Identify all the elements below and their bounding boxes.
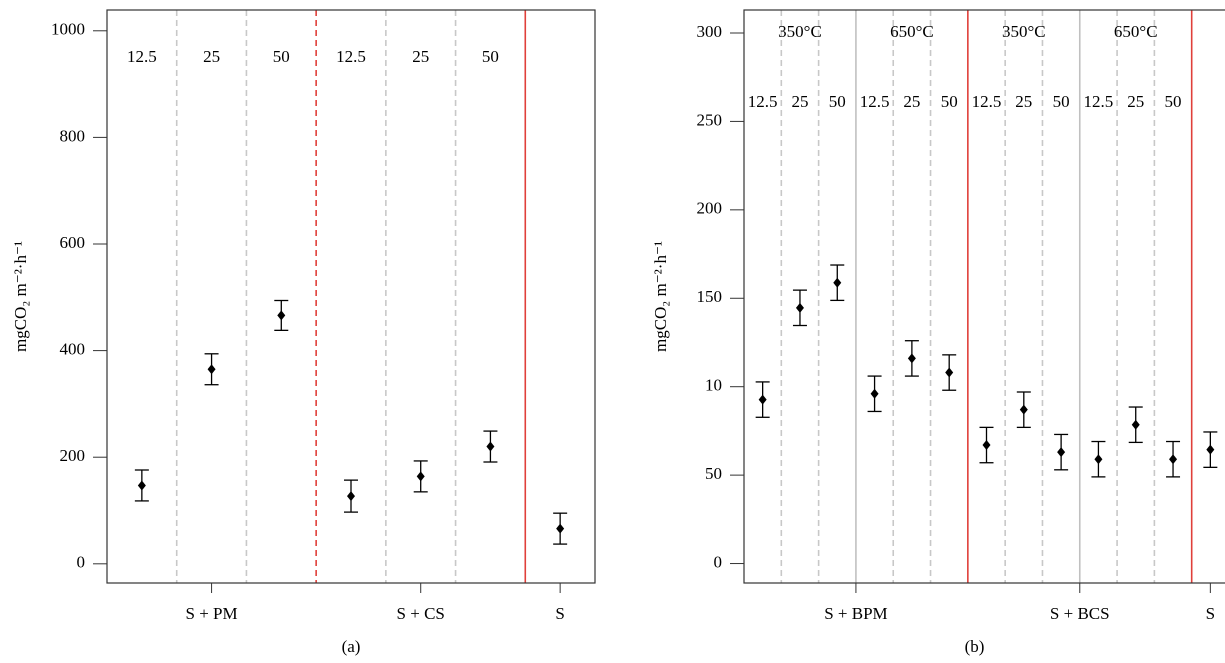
point [416,471,425,482]
y-axis-label: mgCO₂ m⁻²·h⁻¹ [11,241,30,352]
y-tick-label: 200 [697,199,723,218]
plot-frame [743,9,1225,584]
dose-label: 12.5 [127,47,157,66]
group-label: S [555,604,564,623]
point [137,480,146,491]
dose-label: 25 [791,92,808,111]
temperature-label: 650°C [1114,22,1158,41]
dose-label: 50 [1165,92,1182,111]
group-label: S + PM [186,604,238,623]
dose-label: 50 [1053,92,1070,111]
dose-label: 12.5 [972,92,1002,111]
dose-label: 50 [482,47,499,66]
dose-label: 50 [829,92,846,111]
dose-label: 12.5 [748,92,778,111]
point [277,310,286,321]
point [907,353,916,364]
point [1206,444,1215,455]
point [1019,404,1028,415]
dose-label: 12.5 [860,92,890,111]
dose-label: 12.5 [336,47,366,66]
dose-label: 25 [903,92,920,111]
point [486,441,495,452]
y-tick-label: 200 [60,446,86,465]
y-tick-label: 1000 [51,20,85,39]
point [982,440,991,451]
y-tick-label: 0 [77,553,86,572]
group-label: S [1206,604,1215,623]
group-label: S + CS [397,604,445,623]
y-tick-label: 400 [60,340,86,359]
y-tick-label: 600 [60,233,86,252]
point [758,394,767,405]
point [1094,454,1103,465]
y-tick-label: 0 [714,552,723,571]
point [795,302,804,313]
y-tick-label: 300 [697,22,723,41]
point [870,388,879,399]
point [833,277,842,288]
dose-label: 50 [941,92,958,111]
y-tick-label: 250 [697,110,723,129]
dose-label: 25 [1127,92,1144,111]
point [347,491,355,502]
temperature-label: 350°C [1002,22,1046,41]
plot-frame [106,9,596,584]
y-tick-label: 800 [60,126,86,145]
point [207,364,216,375]
point [1169,454,1178,465]
dose-label: 50 [273,47,290,66]
y-axis-label: mgCO₂ m⁻²·h⁻¹ [651,241,670,352]
dose-label: 25 [203,47,220,66]
group-label: S + BCS [1050,604,1110,623]
dose-label: 12.5 [1084,92,1114,111]
point [556,523,565,534]
point [945,367,954,378]
group-label: S + BPM [824,604,887,623]
caption: (b) [965,637,985,656]
point [1057,447,1066,458]
dose-label: 25 [1015,92,1032,111]
caption: (a) [342,637,361,656]
temperature-label: 350°C [778,22,822,41]
dose-label: 25 [412,47,429,66]
y-tick-label: 50 [705,464,722,483]
y-tick-label: 150 [697,287,723,306]
y-tick-label: 10 [705,376,722,395]
point [1131,419,1140,430]
temperature-label: 650°C [890,22,934,41]
